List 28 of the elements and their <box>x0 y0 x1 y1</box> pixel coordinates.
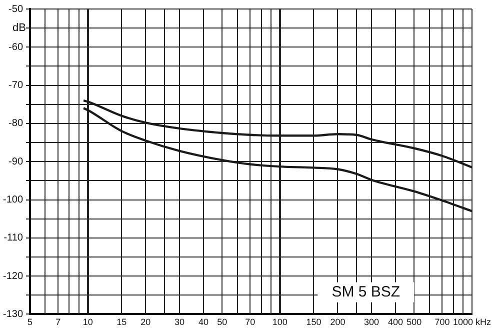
x-tick-label: 20 <box>140 317 151 328</box>
annotation: SM 5 BSZ <box>332 283 400 300</box>
y-tick-label: -90 <box>8 156 24 168</box>
x-tick-label: 500 <box>406 317 422 328</box>
x-tick-label: 100 <box>272 317 288 328</box>
y-tick-label: -60 <box>8 42 24 53</box>
x-tick-label: 400 <box>388 317 404 328</box>
x-tick-label: 70 <box>245 317 256 328</box>
x-tick-label: 50 <box>217 317 228 328</box>
y-axis-title: dB <box>12 22 26 34</box>
x-tick-label: 150 <box>306 317 322 328</box>
x-tick-label: 30 <box>174 317 184 328</box>
x-tick-label: 40 <box>198 317 208 328</box>
x-tick-label: 1000 kHz <box>452 317 492 328</box>
y-tick-label: -120 <box>2 270 24 282</box>
y-tick-label: -100 <box>2 194 24 206</box>
x-tick-label: 15 <box>116 317 127 328</box>
y-tick-label: -130 <box>2 308 24 320</box>
x-tick-label: 700 <box>434 317 450 328</box>
y-tick-label: -70 <box>8 80 24 92</box>
x-tick-label: 300 <box>364 317 380 328</box>
y-tick-label: -80 <box>8 118 24 130</box>
y-tick-label: -50 <box>8 4 24 15</box>
x-tick-label: 10 <box>82 317 93 328</box>
y-tick-label: -110 <box>4 232 24 244</box>
x-tick-label: 200 <box>330 317 346 328</box>
x-tick-label: 5 <box>27 317 33 328</box>
x-tick-label: 7 <box>56 317 61 328</box>
